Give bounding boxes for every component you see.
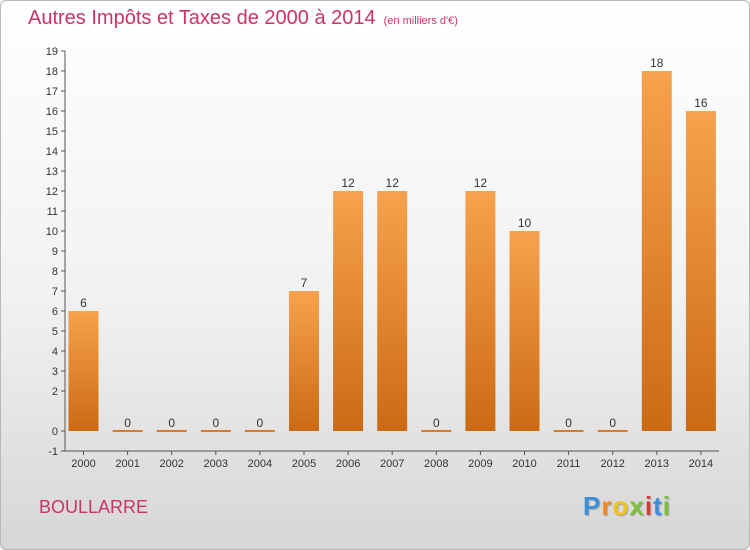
- bar: [68, 311, 99, 431]
- x-tick-label: 2014: [689, 458, 713, 470]
- bar-value-label: 0: [168, 416, 175, 430]
- y-tick-label: 7: [52, 286, 58, 298]
- bar-value-label: 16: [694, 96, 708, 110]
- bar: [685, 111, 716, 431]
- y-tick-label: 2: [52, 386, 58, 398]
- x-tick-label: 2001: [115, 458, 139, 470]
- x-tick-label: 2012: [600, 458, 624, 470]
- x-tick-label: 2006: [336, 458, 360, 470]
- bar-value-label: 12: [474, 176, 488, 190]
- bar-value-label: 7: [301, 276, 308, 290]
- y-tick-label: 3: [52, 366, 58, 378]
- y-tick-label: 18: [46, 66, 58, 78]
- logo-letter: i: [644, 491, 654, 521]
- bar-value-label: 0: [257, 416, 264, 430]
- bar: [289, 291, 319, 431]
- title-row: Autres Impôts et Taxes de 2000 à 2014 (en…: [28, 7, 458, 30]
- bar-chart: -1 0 2 3 4 5 6 7 8 9 10 11 12 13 14 15 16 17 18 19 6 2000 0 200…: [46, 46, 719, 470]
- y-tick-label: 11: [47, 206, 58, 218]
- x-tick-label: 2007: [380, 458, 404, 470]
- y-tick-label: 16: [46, 106, 58, 118]
- y-tick-label: 19: [46, 46, 58, 58]
- x-tick-label: 2002: [159, 458, 183, 470]
- y-tick-label: 0: [52, 426, 58, 438]
- x-tick-label: 2008: [424, 458, 448, 470]
- bar-value-label: 12: [341, 176, 355, 190]
- bar-value-label: 10: [518, 216, 532, 230]
- x-tick-label: 2005: [292, 458, 316, 470]
- y-tick-label: 6: [52, 306, 58, 318]
- y-tick-label: 13: [46, 166, 58, 178]
- bar-value-label: 18: [650, 56, 664, 70]
- y-tick-label: 8: [52, 266, 58, 278]
- x-tick-label: 2003: [204, 458, 228, 470]
- bar-value-label: 0: [565, 416, 572, 430]
- x-tick-label: 2013: [645, 458, 669, 470]
- logo-letter: i: [662, 491, 671, 521]
- y-tick-label: 4: [52, 346, 58, 358]
- y-tick-label: 10: [46, 226, 58, 238]
- bar-value-label: 6: [80, 296, 87, 310]
- y-tick-label: 14: [46, 146, 58, 158]
- x-tick-label: 2009: [468, 458, 492, 470]
- bar-value-label: 0: [212, 416, 219, 430]
- x-tick-label: 2000: [71, 458, 95, 470]
- bar: [641, 71, 672, 431]
- x-tick-label: 2004: [248, 458, 272, 470]
- bar-value-label: 0: [124, 416, 131, 430]
- chart-subtitle: (en milliers d'€): [383, 15, 458, 27]
- logo-letter: P: [583, 491, 602, 521]
- bar: [509, 231, 540, 431]
- y-tick-label: 9: [52, 246, 58, 258]
- logo-letter: r: [601, 491, 613, 521]
- bar: [333, 191, 364, 431]
- bar-value-label: 0: [433, 416, 440, 430]
- y-tick-label: 15: [46, 126, 58, 138]
- y-tick-label: -1: [48, 446, 58, 458]
- logo-letter: x: [629, 491, 645, 521]
- x-tick-label: 2011: [557, 458, 581, 470]
- proxiti-logo: Proxiti: [583, 491, 671, 522]
- bar-value-label: 0: [609, 416, 616, 430]
- bar: [377, 191, 408, 431]
- bar-value-label: 12: [386, 176, 400, 190]
- place-name: BOULLARRE: [39, 497, 149, 517]
- logo-letter: o: [612, 491, 630, 521]
- y-tick-label: 17: [46, 86, 58, 98]
- y-tick-label: 5: [52, 326, 58, 338]
- x-tick-label: 2010: [512, 458, 536, 470]
- y-tick-label: 12: [46, 186, 58, 198]
- chart-title: Autres Impôts et Taxes de 2000 à 2014: [28, 7, 376, 29]
- logo-letter: t: [653, 491, 663, 521]
- bar: [465, 191, 496, 431]
